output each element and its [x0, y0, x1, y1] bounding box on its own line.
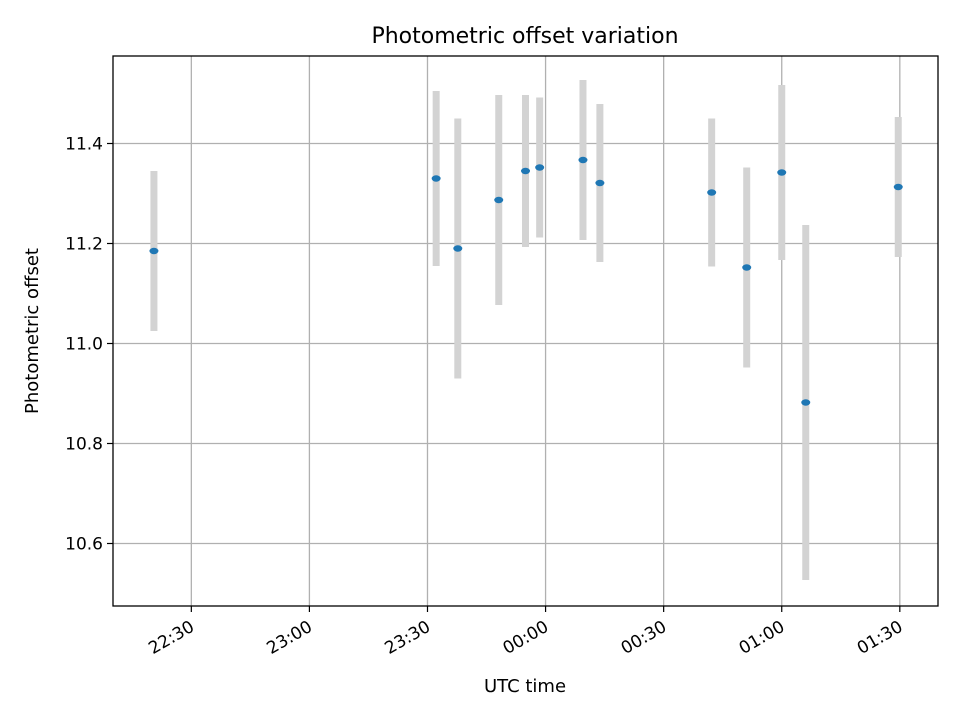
point-layer	[149, 156, 903, 406]
data-point	[149, 247, 159, 255]
y-tick-label: 10.8	[65, 435, 103, 455]
y-tick-label: 11.2	[65, 235, 103, 255]
data-point	[453, 245, 463, 252]
y-tick-label: 10.6	[65, 535, 103, 555]
data-point	[578, 156, 588, 164]
data-point	[595, 179, 605, 187]
chart-title: Photometric offset variation	[371, 24, 678, 49]
y-tick-label: 11.4	[65, 135, 103, 155]
data-point	[521, 167, 530, 175]
data-point	[777, 169, 787, 176]
plot-area-frame	[112, 55, 939, 607]
data-point	[801, 399, 811, 406]
data-point	[893, 183, 903, 191]
x-axis-label: UTC time	[484, 676, 566, 697]
y-tick-label: 11.0	[65, 335, 103, 355]
data-point	[707, 189, 717, 196]
data-point	[431, 175, 441, 182]
data-point	[742, 264, 752, 271]
data-point	[535, 164, 545, 171]
y-axis-label: Photometric offset	[22, 248, 43, 414]
data-point	[494, 196, 504, 204]
